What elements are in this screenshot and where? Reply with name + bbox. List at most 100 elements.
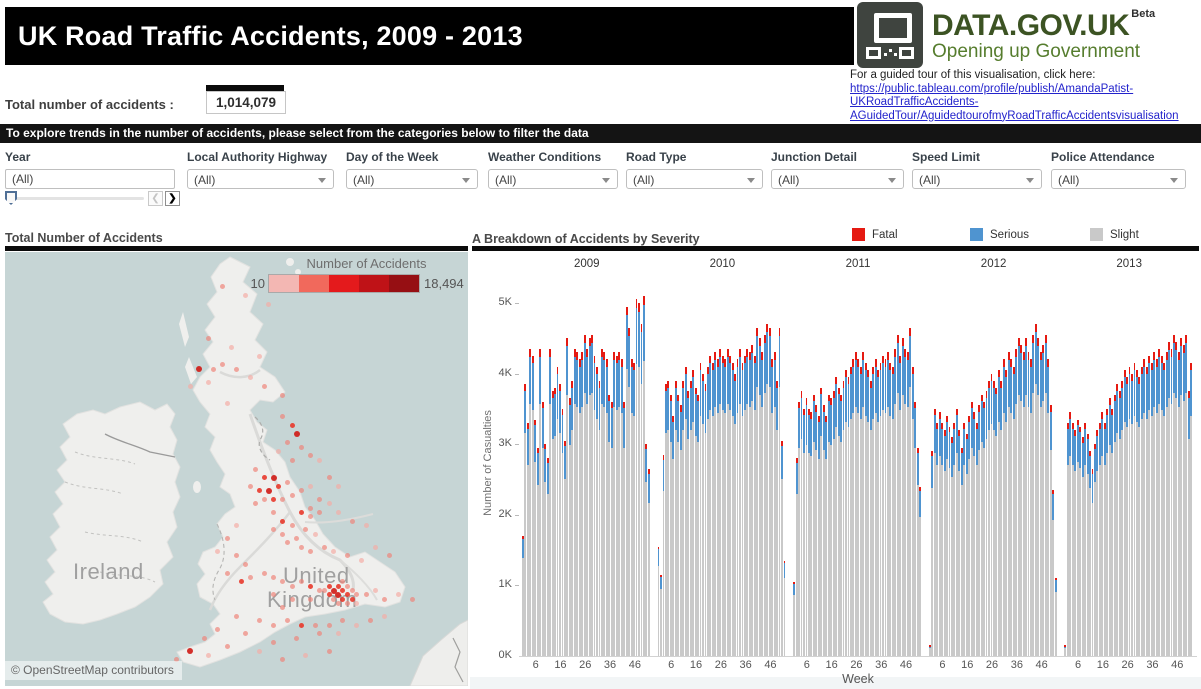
- accident-dot[interactable]: [327, 475, 332, 480]
- accident-dot[interactable]: [248, 575, 253, 580]
- accident-dot[interactable]: [327, 501, 332, 506]
- accident-dot[interactable]: [276, 484, 281, 489]
- road-type-dropdown[interactable]: (All): [626, 169, 763, 189]
- accident-dot[interactable]: [322, 545, 327, 550]
- accident-dot[interactable]: [188, 384, 193, 389]
- bar-2012-w52[interactable]: [1055, 578, 1057, 656]
- accident-dot[interactable]: [202, 636, 207, 641]
- accident-dot[interactable]: [299, 623, 304, 628]
- accident-dot[interactable]: [336, 484, 341, 489]
- accident-dot[interactable]: [290, 584, 295, 589]
- accident-dot[interactable]: [299, 510, 304, 515]
- slider-prev-button[interactable]: ❮: [148, 191, 163, 206]
- accident-dot[interactable]: [253, 467, 258, 472]
- bar-2013-w52[interactable]: [1190, 363, 1192, 656]
- y-tick-label: 1K: [482, 578, 512, 590]
- accident-dot[interactable]: [234, 367, 239, 372]
- accident-dot[interactable]: [248, 484, 253, 489]
- accident-dot[interactable]: [313, 623, 318, 628]
- datagovuk-logo[interactable]: DATA.GOV.UKBeta Opening up Government: [857, 2, 1155, 68]
- slider-thumb[interactable]: [5, 191, 17, 205]
- accident-dot[interactable]: [271, 475, 277, 481]
- accident-dot[interactable]: [350, 519, 355, 524]
- year-filter-input[interactable]: [5, 169, 175, 189]
- accident-dot[interactable]: [206, 380, 211, 385]
- map-legend-ramp: [268, 274, 420, 293]
- accident-dot[interactable]: [364, 523, 369, 528]
- accident-dot[interactable]: [262, 497, 267, 502]
- accident-dot[interactable]: [299, 445, 304, 450]
- accident-dot[interactable]: [327, 649, 332, 654]
- accident-dot[interactable]: [336, 601, 341, 606]
- accident-dot[interactable]: [266, 488, 272, 494]
- accident-dot[interactable]: [308, 597, 313, 602]
- guided-tour-link-line2[interactable]: UKRoadTrafficAccidents-: [850, 96, 1201, 110]
- accident-dot[interactable]: [262, 384, 267, 389]
- legend-item-serious[interactable]: Serious: [970, 228, 1029, 241]
- accident-dot[interactable]: [271, 497, 276, 502]
- accident-dot[interactable]: [294, 636, 299, 641]
- accident-dot[interactable]: [257, 649, 262, 654]
- accident-dot[interactable]: [359, 558, 364, 563]
- accident-dot[interactable]: [211, 367, 216, 372]
- accident-dot[interactable]: [290, 493, 295, 498]
- weather-conditions-dropdown[interactable]: (All): [488, 169, 618, 189]
- accident-dot[interactable]: [262, 475, 267, 480]
- accident-dot[interactable]: [257, 354, 262, 359]
- accident-dot[interactable]: [290, 423, 295, 428]
- accident-dot[interactable]: [336, 510, 341, 515]
- accident-dot[interactable]: [225, 536, 230, 541]
- guided-tour-link-line3[interactable]: AGuidedTour/AguidedtourofmyRoadTrafficAc…: [850, 110, 1201, 124]
- guided-tour-link-line1[interactable]: https://public.tableau.com/profile/publi…: [850, 83, 1201, 97]
- accident-dot[interactable]: [280, 532, 285, 537]
- local-authority-dropdown[interactable]: (All): [187, 169, 334, 189]
- accidents-map[interactable]: Ireland United Kingdom Number of Acciden…: [5, 252, 468, 686]
- junction-detail-dropdown[interactable]: (All): [771, 169, 904, 189]
- accident-dot[interactable]: [271, 623, 276, 628]
- accident-dot[interactable]: [225, 571, 230, 576]
- week-tick: 6: [662, 659, 680, 671]
- accident-dot[interactable]: [290, 458, 295, 463]
- accident-dot[interactable]: [290, 523, 295, 528]
- accident-dot[interactable]: [373, 588, 378, 593]
- bar-2009-w52[interactable]: [648, 469, 650, 656]
- accident-dot[interactable]: [308, 584, 313, 589]
- accident-dot[interactable]: [382, 597, 387, 602]
- slider-track[interactable]: [6, 197, 144, 200]
- year-filter-slider[interactable]: ❮ ❯: [5, 191, 175, 207]
- accident-dot[interactable]: [308, 549, 313, 554]
- accident-dot[interactable]: [345, 584, 350, 589]
- slider-next-button[interactable]: ❯: [165, 191, 180, 206]
- speed-limit-dropdown[interactable]: (All): [912, 169, 1042, 189]
- accident-dot[interactable]: [280, 519, 285, 524]
- accident-dot[interactable]: [285, 480, 290, 485]
- police-attendance-dropdown[interactable]: (All): [1051, 169, 1186, 189]
- legend-item-slight[interactable]: Slight: [1090, 228, 1139, 241]
- accident-dot[interactable]: [373, 545, 378, 550]
- accident-dot[interactable]: [308, 506, 313, 511]
- accident-dot[interactable]: [299, 545, 304, 550]
- map-basemap: [5, 252, 468, 686]
- accident-dot[interactable]: [262, 571, 267, 576]
- legend-item-fatal[interactable]: Fatal: [852, 228, 898, 241]
- x-axis-title: Week: [798, 672, 918, 686]
- accident-dot[interactable]: [322, 588, 327, 593]
- accident-dot[interactable]: [239, 579, 244, 584]
- accident-dot[interactable]: [290, 597, 295, 602]
- accident-dot[interactable]: [327, 623, 332, 628]
- bar-2011-w52[interactable]: [919, 487, 921, 656]
- accident-dot[interactable]: [299, 488, 304, 493]
- accident-dot[interactable]: [331, 597, 336, 602]
- accident-dot[interactable]: [253, 501, 258, 506]
- accident-dot[interactable]: [308, 484, 313, 489]
- day-of-week-dropdown[interactable]: (All): [346, 169, 478, 189]
- accident-dot[interactable]: [313, 532, 318, 537]
- accident-dot[interactable]: [276, 449, 281, 454]
- total-accidents-label: Total number of accidents :: [5, 97, 174, 112]
- accident-dot[interactable]: [271, 575, 276, 580]
- accident-dot[interactable]: [410, 597, 415, 602]
- accident-dot[interactable]: [294, 431, 300, 437]
- accident-dot[interactable]: [234, 523, 239, 528]
- accident-dot[interactable]: [271, 510, 276, 515]
- bar-2010-w52[interactable]: [784, 561, 786, 656]
